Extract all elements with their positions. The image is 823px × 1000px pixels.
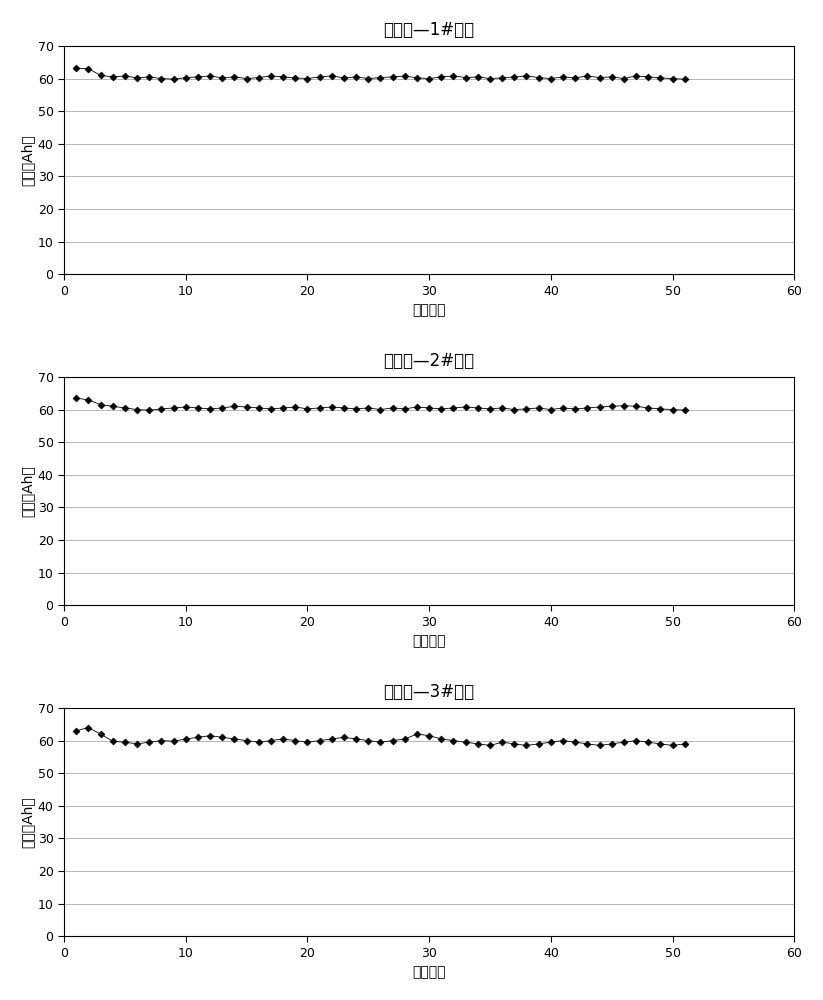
Title: 对比例—2#电池: 对比例—2#电池 <box>384 352 475 370</box>
X-axis label: 循环次数: 循环次数 <box>412 303 446 317</box>
Title: 对比例—3#电池: 对比例—3#电池 <box>384 683 475 701</box>
X-axis label: 循环次数: 循环次数 <box>412 965 446 979</box>
Y-axis label: 容量（Ah）: 容量（Ah） <box>21 465 35 517</box>
X-axis label: 循环次数: 循环次数 <box>412 634 446 648</box>
Title: 对比例—1#电池: 对比例—1#电池 <box>384 21 475 39</box>
Y-axis label: 容量（Ah）: 容量（Ah） <box>21 796 35 848</box>
Y-axis label: 容量（Ah）: 容量（Ah） <box>21 134 35 186</box>
